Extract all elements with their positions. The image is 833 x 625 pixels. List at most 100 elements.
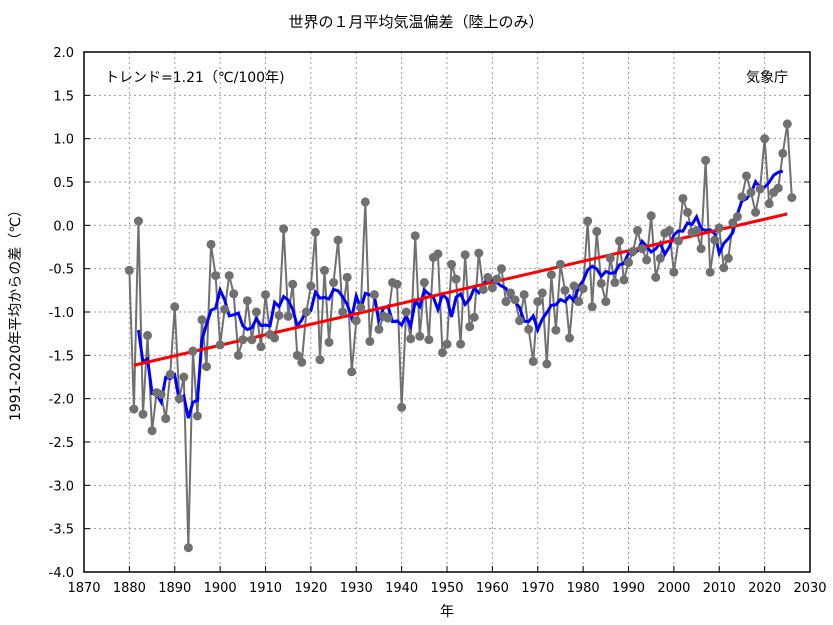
data-point bbox=[338, 307, 348, 317]
data-point bbox=[560, 285, 570, 295]
y-tick-label: -3.0 bbox=[49, 479, 74, 494]
data-point bbox=[546, 270, 556, 280]
x-tick-label: 1920 bbox=[294, 581, 327, 596]
x-tick-label: 1970 bbox=[521, 581, 554, 596]
data-point bbox=[478, 284, 488, 294]
data-point bbox=[565, 333, 575, 343]
data-point bbox=[220, 304, 230, 314]
data-point bbox=[360, 197, 370, 207]
x-tick-label: 1990 bbox=[612, 581, 645, 596]
data-point bbox=[279, 224, 289, 234]
data-point bbox=[587, 302, 597, 312]
data-point bbox=[678, 193, 688, 203]
x-tick-label: 2020 bbox=[748, 581, 781, 596]
data-point bbox=[288, 279, 298, 289]
data-point bbox=[351, 316, 361, 326]
annual-anomaly-line bbox=[128, 123, 793, 548]
ticks: 1870 1880 1890 1900 1910 1920 1930 1940 1950 1960… bbox=[49, 46, 827, 596]
data-point bbox=[492, 274, 502, 284]
data-point bbox=[605, 253, 615, 263]
data-point bbox=[156, 389, 166, 399]
data-point bbox=[124, 265, 134, 275]
data-point bbox=[433, 249, 443, 259]
data-point bbox=[583, 216, 593, 226]
data-point bbox=[347, 367, 357, 377]
data-point bbox=[787, 193, 797, 203]
data-point bbox=[737, 192, 747, 202]
data-point bbox=[315, 355, 325, 365]
series bbox=[124, 119, 797, 553]
data-point bbox=[628, 246, 638, 256]
data-point bbox=[319, 265, 329, 275]
data-point bbox=[369, 290, 379, 300]
data-point bbox=[192, 411, 202, 421]
data-point bbox=[274, 310, 284, 320]
data-point bbox=[147, 426, 157, 436]
data-point bbox=[283, 311, 293, 321]
data-point bbox=[324, 337, 334, 347]
data-point bbox=[342, 272, 352, 282]
x-tick-label: 1980 bbox=[567, 581, 600, 596]
data-point bbox=[487, 283, 497, 293]
data-point bbox=[555, 259, 565, 269]
data-point bbox=[383, 313, 393, 323]
x-tick-label: 1950 bbox=[430, 581, 463, 596]
trend-annotation: トレンド=1.21（℃/100年) bbox=[105, 70, 285, 86]
data-point bbox=[256, 342, 266, 352]
x-tick-label: 1870 bbox=[67, 581, 100, 596]
data-point bbox=[705, 267, 715, 277]
data-point bbox=[202, 362, 212, 372]
data-point bbox=[533, 297, 543, 307]
data-point bbox=[773, 183, 783, 193]
data-point bbox=[610, 278, 620, 288]
data-point bbox=[419, 278, 429, 288]
data-point bbox=[215, 340, 225, 350]
data-point bbox=[374, 324, 384, 334]
y-tick-label: -0.5 bbox=[49, 263, 74, 278]
data-point bbox=[397, 402, 407, 412]
data-point bbox=[655, 253, 665, 263]
y-tick-label: 0.5 bbox=[53, 176, 74, 191]
data-point bbox=[174, 394, 184, 404]
data-point bbox=[333, 235, 343, 245]
data-point bbox=[646, 211, 656, 221]
data-point bbox=[179, 372, 189, 382]
y-tick-label: -1.0 bbox=[49, 306, 74, 321]
data-point bbox=[401, 307, 411, 317]
data-point bbox=[161, 414, 171, 424]
x-tick-label: 2030 bbox=[793, 581, 826, 596]
data-point bbox=[469, 312, 479, 322]
data-point bbox=[673, 236, 683, 246]
data-point bbox=[138, 409, 148, 419]
data-point bbox=[710, 235, 720, 245]
data-point bbox=[551, 325, 561, 335]
data-point bbox=[197, 315, 207, 325]
data-point bbox=[129, 404, 139, 414]
data-point bbox=[306, 281, 316, 291]
x-tick-label: 1930 bbox=[340, 581, 373, 596]
data-point bbox=[751, 207, 761, 217]
y-tick-label: -3.5 bbox=[49, 523, 74, 538]
data-point bbox=[755, 184, 765, 194]
x-tick-label: 2000 bbox=[657, 581, 690, 596]
x-tick-label: 1960 bbox=[476, 581, 509, 596]
data-point bbox=[578, 284, 588, 294]
y-axis-label: 1991-2020年平均からの差（℃） bbox=[8, 203, 24, 421]
data-point bbox=[569, 281, 579, 291]
data-point bbox=[465, 322, 475, 332]
data-point bbox=[651, 272, 661, 282]
data-point bbox=[542, 359, 552, 369]
y-tick-label: -1.5 bbox=[49, 349, 74, 364]
data-point bbox=[270, 333, 280, 343]
data-point bbox=[297, 357, 307, 367]
data-point bbox=[251, 307, 261, 317]
data-point bbox=[682, 207, 692, 217]
data-point bbox=[519, 290, 529, 300]
x-tick-label: 1890 bbox=[158, 581, 191, 596]
data-point bbox=[528, 356, 538, 366]
data-point bbox=[483, 272, 493, 282]
data-point bbox=[451, 274, 461, 284]
data-point bbox=[392, 279, 402, 289]
source-annotation: 気象庁 bbox=[746, 70, 788, 86]
